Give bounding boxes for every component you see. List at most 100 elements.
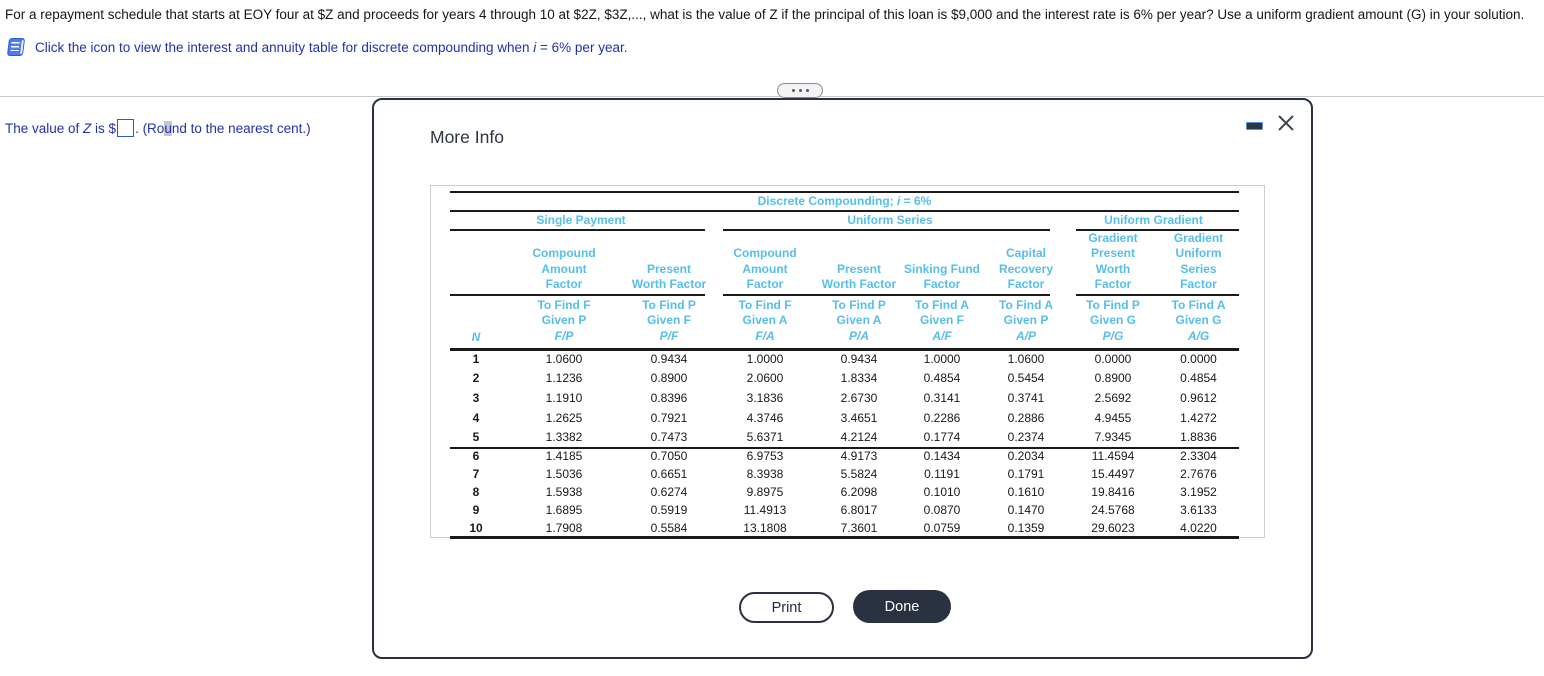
table-cell: 1.0000 [746, 351, 784, 366]
dialog-title: More Info [430, 127, 504, 147]
print-button[interactable]: Print [739, 592, 834, 623]
table-cell: 2.5692 [1094, 390, 1132, 405]
table-cell: 7.3601 [840, 521, 878, 535]
column-header: To Find P Given F P/F [642, 297, 696, 343]
row-number: 6 [472, 449, 480, 463]
row-number: 5 [472, 430, 480, 445]
column-header: To Find F Given A F/A [738, 297, 792, 343]
answer-input[interactable] [117, 119, 135, 137]
done-button[interactable]: Done [853, 590, 951, 623]
table-cell: 1.4185 [545, 449, 583, 463]
table-cell: 11.4594 [1091, 449, 1135, 463]
table-cell: 0.9612 [1180, 390, 1217, 405]
hint-text: Click the icon to view the interest and … [35, 39, 628, 55]
rule [450, 210, 1239, 212]
factor-header-row: Compound Amount Factor Present Worth Fac… [450, 231, 1239, 292]
column-header: Present Worth Factor [631, 261, 707, 291]
table-cell: 0.5454 [1007, 371, 1045, 386]
column-header: Gradient Present Worth Factor [1088, 231, 1138, 291]
row-number: 4 [472, 410, 480, 425]
group-uniform-series: Uniform Series [847, 213, 933, 227]
tofind-header-row: N To Find F Given P F/P To Find P Given F P/… [450, 295, 1239, 346]
group-single-payment: Single Payment [536, 213, 626, 227]
table-cell: 0.1359 [1007, 521, 1045, 535]
column-header: To Find A Given G A/G [1171, 297, 1226, 343]
rule [450, 348, 1239, 351]
interest-table-container: Discrete Compounding; i = 6% Single Paym… [430, 185, 1265, 539]
interest-table-icon[interactable] [6, 38, 26, 56]
table-cell: 1.4272 [1180, 410, 1217, 425]
row-number: 7 [472, 467, 480, 481]
table-cell: 5.5824 [840, 467, 878, 481]
table-cell: 0.8396 [650, 390, 688, 405]
table-cell: 0.4854 [1180, 371, 1217, 386]
table-cell: 0.7921 [650, 410, 688, 425]
table-rows-1-5: 1 1.0600 0.9434 1.0000 0.9434 1.0000 1.0600 0.0… [450, 349, 1239, 447]
table-cell: 2.6730 [840, 390, 878, 405]
table-cell: 0.8900 [650, 371, 688, 386]
table-cell: 0.7050 [650, 449, 688, 463]
question-text: For a repayment schedule that starts at … [5, 7, 1525, 22]
table-cell: 0.1434 [923, 449, 961, 463]
table-cell: 0.6651 [650, 467, 688, 481]
rule [450, 294, 705, 296]
table-cell: 0.5584 [650, 521, 688, 535]
table-cell: 0.1774 [923, 430, 961, 445]
minimize-icon[interactable] [1246, 122, 1263, 130]
column-header-n: N [471, 330, 481, 344]
column-header: Present Worth Factor [821, 261, 897, 291]
table-cell: 3.6133 [1180, 503, 1217, 517]
row-number: 9 [472, 503, 480, 517]
table-cell: 11.4913 [743, 503, 787, 517]
table-cell: 8.3938 [746, 467, 784, 481]
table-cell: 24.5768 [1091, 503, 1135, 517]
column-header: Compound Amount Factor [733, 246, 797, 291]
column-header: To Find A Given P A/P [999, 297, 1053, 343]
table-cell: 1.1236 [545, 371, 583, 386]
hint-row: Click the icon to view the interest and … [6, 38, 628, 56]
table-cell: 9.8975 [746, 485, 784, 499]
table-cell: 0.2886 [1007, 410, 1045, 425]
table-cell: 15.4497 [1091, 467, 1135, 481]
table-cell: 0.1191 [924, 467, 960, 481]
row-number: 3 [472, 390, 480, 405]
table-cell: 4.9455 [1094, 410, 1132, 425]
column-header: To Find A Given F A/F [915, 297, 969, 343]
table-cell: 5.6371 [746, 430, 784, 445]
table-cell: 1.8334 [840, 371, 878, 386]
table-cell: 0.0000 [1180, 351, 1217, 366]
rule [723, 294, 1050, 296]
table-cell: 4.0220 [1180, 521, 1217, 535]
table-cell: 0.2374 [1007, 430, 1045, 445]
column-header: Compound Amount Factor [532, 246, 596, 291]
row-number: 10 [469, 521, 483, 535]
group-uniform-gradient: Uniform Gradient [1104, 213, 1203, 227]
rule [450, 447, 1239, 449]
rule [450, 229, 705, 231]
table-cell: 13.1808 [743, 521, 787, 535]
table-cell: 0.6274 [650, 485, 688, 499]
table-cell: 0.1610 [1007, 485, 1045, 499]
close-icon[interactable] [1275, 112, 1297, 134]
rule [1076, 229, 1239, 231]
rule [450, 191, 1239, 193]
table-cell: 0.0000 [1094, 351, 1132, 366]
table-rows-6-10: 6 1.4185 0.7050 6.9753 4.9173 0.1434 0.2034 11.… [450, 447, 1239, 537]
row-number: 1 [472, 351, 480, 366]
table-cell: 7.9345 [1094, 430, 1132, 445]
rule [450, 536, 1239, 539]
table-cell: 6.8017 [840, 503, 878, 517]
table-cell: 29.6023 [1091, 521, 1135, 535]
table-cell: 0.4854 [923, 371, 961, 386]
interest-table: Discrete Compounding; i = 6% Single Paym… [450, 191, 1239, 539]
column-header: To Find P Given G P/G [1086, 297, 1140, 343]
dialog-drag-handle[interactable] [777, 83, 823, 98]
table-cell: 1.8836 [1180, 430, 1217, 445]
table-cell: 0.0870 [923, 503, 961, 517]
table-cell: 2.7676 [1180, 467, 1217, 481]
table-cell: 0.3741 [1007, 390, 1045, 405]
page-divider [0, 96, 1544, 97]
table-cell: 0.9434 [840, 351, 878, 366]
column-header: Capital Recovery Factor [998, 246, 1054, 291]
table-cell: 6.2098 [840, 485, 878, 499]
